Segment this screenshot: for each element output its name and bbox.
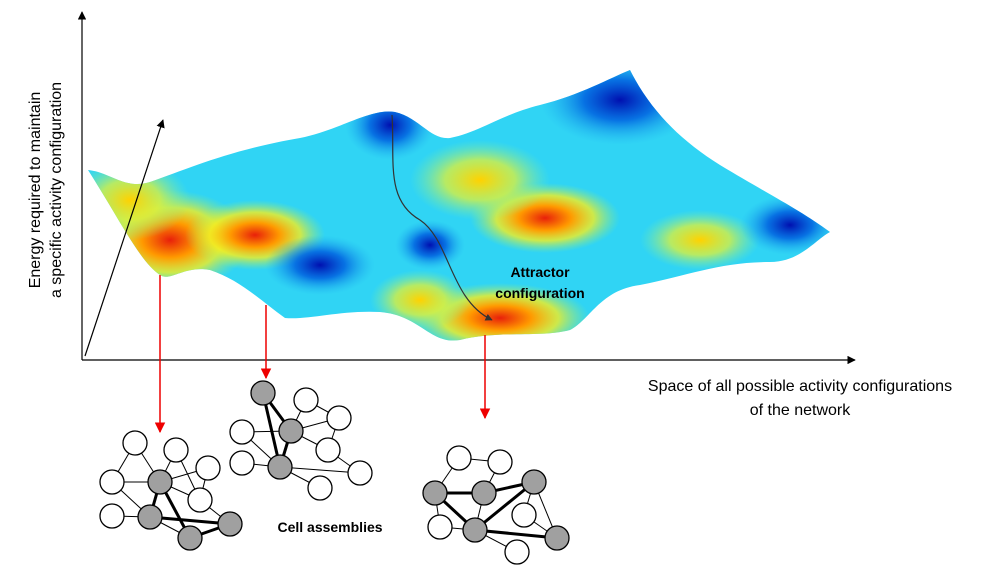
edge [149, 515, 231, 526]
neuron [521, 469, 547, 495]
neuron [163, 437, 189, 463]
neuron [511, 502, 537, 528]
neuron [267, 454, 293, 480]
y-axis-label: a specific activity configuration [48, 82, 65, 298]
neuron [137, 504, 163, 530]
neuron [187, 487, 213, 513]
annotation: Attractor [510, 264, 570, 280]
neuron [217, 511, 243, 537]
energy-landscape [88, 70, 830, 341]
neuron [307, 475, 333, 501]
neuron [293, 387, 319, 413]
caption: Cell assemblies [277, 519, 382, 535]
neuron [229, 450, 255, 476]
edge [279, 466, 361, 474]
neuron [422, 480, 448, 506]
neuron [122, 430, 148, 456]
neuron [427, 514, 453, 540]
neuron [462, 517, 488, 543]
neuron [250, 380, 276, 406]
annotation: configuration [495, 285, 584, 301]
neuron [326, 405, 352, 431]
neuron [147, 469, 173, 495]
neuron [315, 437, 341, 463]
neuron [487, 449, 513, 475]
y-axis-label: Energy required to maintain [27, 92, 44, 289]
neuron [278, 418, 304, 444]
neuron [544, 525, 570, 551]
axes [77, 11, 856, 365]
edge [474, 528, 558, 540]
neuron [99, 469, 125, 495]
neuron [195, 455, 221, 481]
x-axis-label: of the network [750, 402, 852, 419]
red-arrows [154, 275, 491, 434]
neuron [347, 460, 373, 486]
edge [261, 392, 282, 468]
neuron [99, 503, 125, 529]
neuron [177, 525, 203, 551]
neuron [446, 445, 472, 471]
cell-assemblies [99, 380, 570, 565]
trajectory-arrow [391, 114, 493, 321]
x-axis-label: Space of all possible activity configura… [648, 378, 952, 395]
neuron [229, 419, 255, 445]
edge [474, 480, 535, 532]
neuron [471, 480, 497, 506]
neuron [504, 539, 530, 565]
